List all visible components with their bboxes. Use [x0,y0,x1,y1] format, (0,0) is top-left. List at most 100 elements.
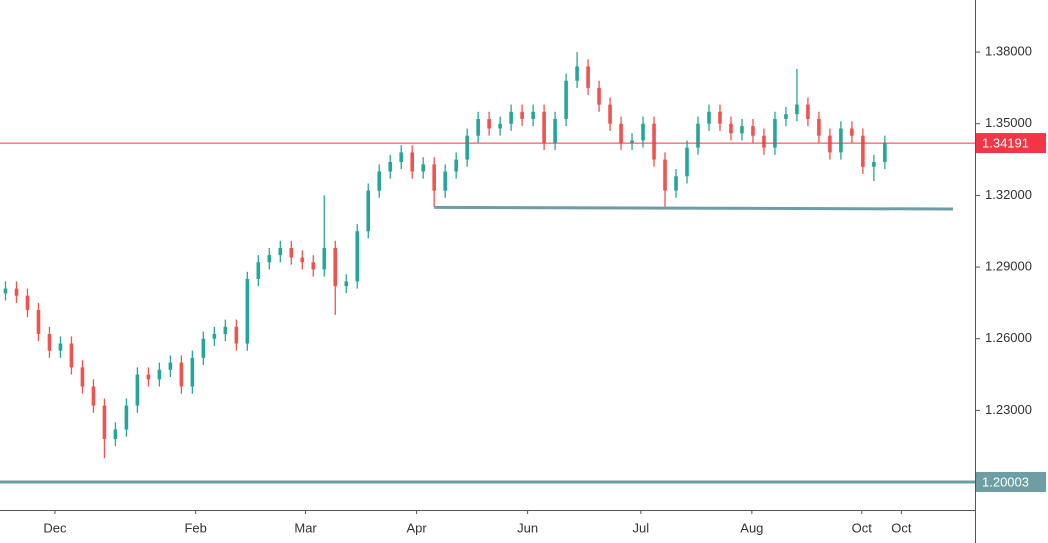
bar-body [289,247,294,258]
bar-body [212,333,217,339]
bar-body [14,288,19,296]
bar-body [333,247,338,287]
x-tick-label: Oct [852,520,873,535]
bar-body [69,343,74,368]
bar-body [157,369,162,380]
bar-body [652,123,656,160]
bar-body [476,118,480,136]
bar-body [729,123,733,134]
bar-body [608,104,612,124]
bar-body [432,164,436,191]
bar-body [619,123,623,143]
x-tick-label: Apr [406,520,427,535]
bar-body [190,357,195,387]
bar-body [850,128,854,136]
bar-body [586,66,590,88]
bar-body [377,171,382,191]
bar-body [872,161,876,167]
bar-body [784,114,788,119]
bar-body [520,111,524,119]
y-tick-label: 1.29000 [985,259,1032,274]
bar-body [179,362,184,387]
bar-body [399,152,404,162]
bar-body [795,104,799,115]
bar-body [410,152,415,172]
bar-body [663,159,667,191]
bar-body [201,338,206,358]
y-tick-label: 1.38000 [985,44,1032,59]
x-tick-label: Jul [633,520,650,535]
bar-body [36,310,41,334]
bar-body [718,111,722,124]
bar-body [245,279,250,344]
price-label: 1.34191 [982,136,1029,151]
bar-body [135,374,140,406]
y-tick-label: 1.35000 [985,115,1032,130]
bar-body [487,118,491,129]
bar-body [355,231,360,282]
bar-body [366,190,371,232]
x-tick-label: Dec [43,520,67,535]
bar-body [674,176,678,191]
bar-body [454,159,458,172]
bar-body [762,135,766,148]
price-label: 1.20003 [982,474,1029,489]
bar-body [3,288,8,294]
y-tick-label: 1.32000 [985,187,1032,202]
bar-body [553,118,557,143]
trend-line [434,205,954,211]
bar-body [740,126,744,134]
bar-body [311,262,316,270]
bar-body [58,343,63,351]
x-tick-label: Jun [517,520,538,535]
price-label-box [976,133,1046,154]
price-label-box [976,471,1046,492]
bar-body [47,333,52,351]
bar-body [124,405,129,430]
bar-body [828,135,832,153]
bar-body [707,111,711,124]
bar-body [773,118,777,148]
bar-body [806,104,810,119]
bar-body [421,164,425,172]
bar-body [344,281,349,287]
bar-body [564,80,568,119]
bar-body [267,255,272,263]
bar-body [817,118,821,136]
bar-body [630,140,634,143]
x-tick-label: Mar [294,520,317,535]
bar-body [234,326,239,344]
bar-body [465,135,469,160]
bar-body [575,66,579,81]
bar-body [597,87,601,105]
y-tick-label: 1.26000 [985,330,1032,345]
bar-body [509,111,513,124]
bar-body [685,147,689,177]
bar-body [641,123,645,141]
bar-body [223,326,228,334]
bar-body [113,429,118,440]
bar-body [146,374,151,380]
bar-body [542,111,546,143]
bar-body [91,386,96,406]
bar-body [80,367,85,387]
bar-body [696,123,700,148]
bar-body [861,135,865,167]
x-tick-label: Aug [740,520,763,535]
bar-body [278,247,283,256]
bar-body [300,257,305,263]
x-tick-label: Oct [891,520,912,535]
bar-body [443,171,447,191]
bar-body [751,126,755,136]
y-tick-label: 1.23000 [985,402,1032,417]
bar-body [168,362,173,370]
bar-body [388,161,393,172]
x-tick-label: Feb [184,520,206,535]
bar-body [498,123,502,129]
bar-body [102,405,107,440]
bar-body [883,142,887,162]
bar-body [839,128,843,153]
bar-body [25,295,30,311]
